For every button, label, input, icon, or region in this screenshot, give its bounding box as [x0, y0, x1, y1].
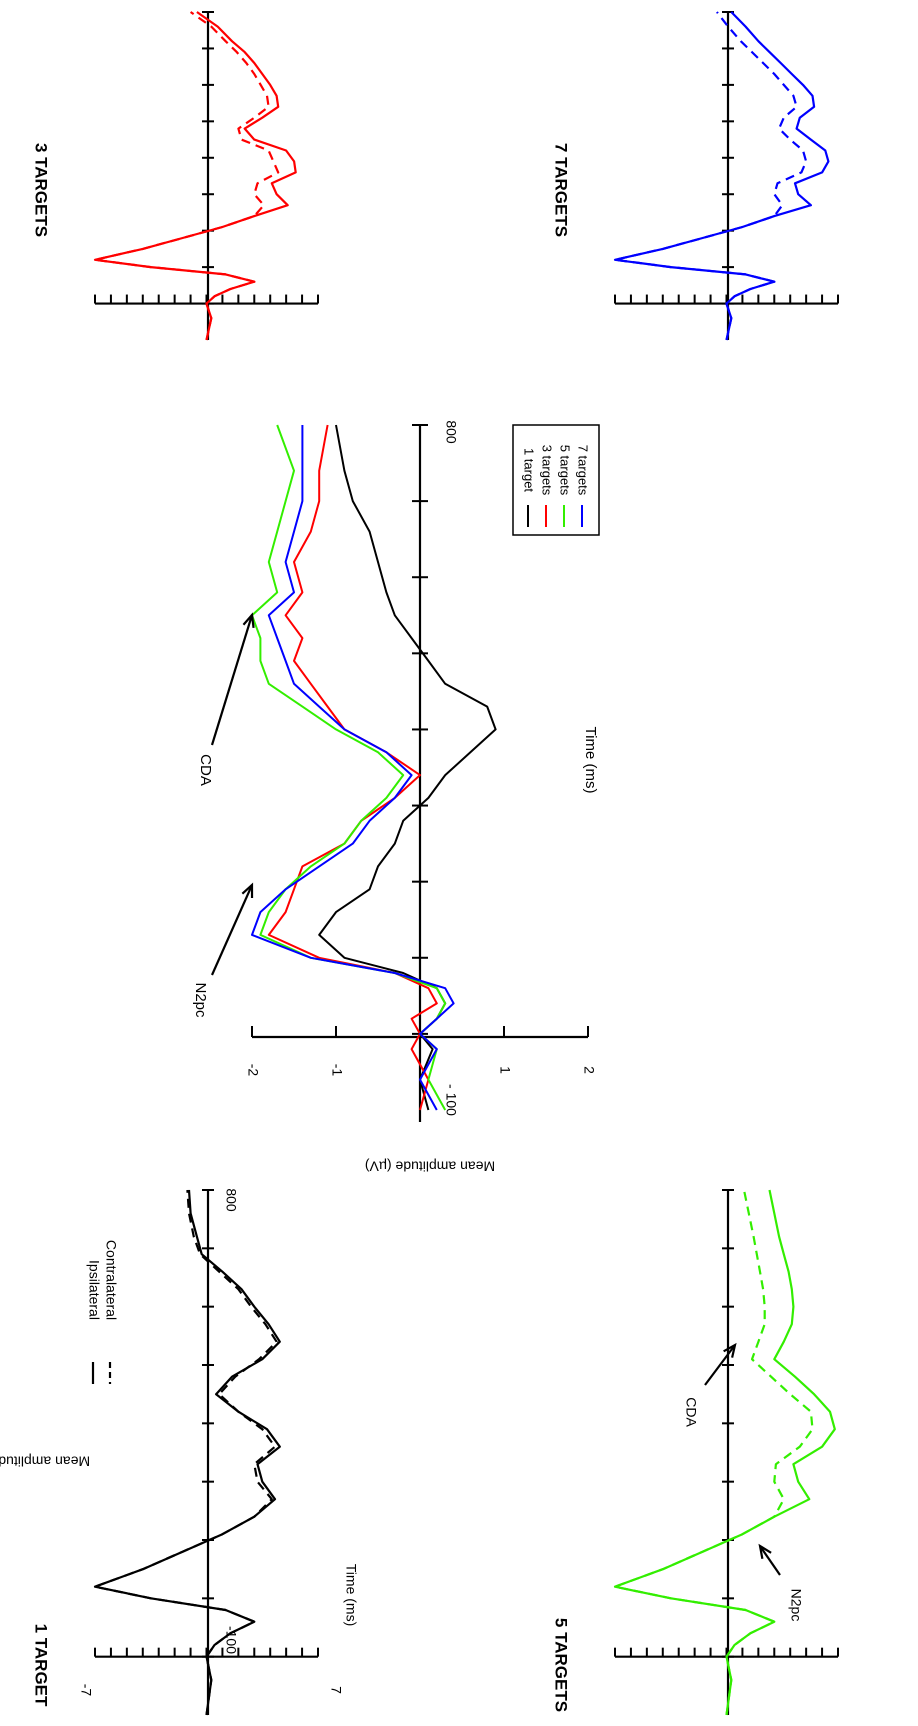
- panel-3-targets: [93, 11, 319, 341]
- xlabel-1-target: Time (ms): [343, 1564, 359, 1626]
- annotation-n2pc: N2pc: [788, 1589, 804, 1622]
- legend-label-contralateral: Contralateral: [103, 1240, 119, 1320]
- legend-ipsi-contra: [91, 1362, 112, 1384]
- main-xtick-label: - 100: [443, 1084, 459, 1116]
- annotation-cda: CDA: [683, 1397, 699, 1427]
- series-line-5-targets: [251, 424, 447, 1111]
- xtick-label: -100: [223, 1626, 239, 1654]
- main-ytick-label: -1: [329, 1064, 345, 1077]
- panel-title: 3 TARGETS: [32, 143, 51, 237]
- annotation-cda: CDA: [197, 754, 214, 786]
- arrow-n2pc: [210, 882, 254, 976]
- series-line-7-targets: [251, 425, 455, 1111]
- panel-main: [251, 424, 589, 1122]
- waveform-contralateral: [613, 11, 808, 341]
- waveform-contralateral: [93, 1189, 278, 1716]
- legend-label: 5 targets: [558, 445, 573, 496]
- ylabel-1-target: Mean amplitude (µV): [0, 1453, 90, 1469]
- panel-5-targets: [613, 1189, 839, 1716]
- panel-7-targets: [613, 11, 839, 341]
- arrow-n2pc-shaft: [210, 884, 254, 976]
- main-legend: [512, 424, 600, 536]
- arrow-n2pc-small: [758, 1543, 781, 1576]
- series-line-3-targets: [267, 424, 438, 1111]
- waveform-contralateral: [613, 1189, 814, 1716]
- waveform-ipsilateral: [93, 1189, 281, 1716]
- arrow-cda-small-shaft: [704, 1344, 736, 1386]
- arrow-n2pc-head: [241, 882, 254, 899]
- main-xtick-label: 800: [443, 420, 459, 444]
- main-ylabel: Mean amplitude (µV): [365, 1158, 495, 1174]
- main-ytick-label: 2: [581, 1066, 597, 1074]
- arrow-cda-small-head: [723, 1342, 737, 1358]
- main-ytick-label: -2: [245, 1064, 261, 1077]
- waveform-ipsilateral: [93, 11, 297, 341]
- waveform-ipsilateral: [613, 11, 830, 341]
- xtick-label: 800: [223, 1188, 239, 1212]
- legend-label-ipsilateral: Ipsilateral: [86, 1260, 102, 1320]
- main-ytick-label: 1: [497, 1066, 513, 1074]
- panel-title: 5 TARGETS: [552, 1618, 571, 1712]
- arrow-n2pc-small-head: [758, 1543, 772, 1559]
- legend-label: 3 targets: [540, 445, 555, 496]
- arrow-cda-shaft: [210, 614, 254, 746]
- arrow-cda: [210, 612, 255, 746]
- legend-label: 1 target: [522, 448, 537, 492]
- panel-title: 1 TARGET: [32, 1624, 51, 1707]
- ytick-label: 7: [328, 1686, 344, 1694]
- arrow-cda-small: [704, 1342, 737, 1386]
- arrow-n2pc-small-shaft: [759, 1545, 781, 1576]
- waveform-contralateral: [93, 11, 280, 341]
- panel-title: 7 TARGETS: [552, 143, 571, 237]
- arrow-cda-head: [242, 612, 255, 629]
- panel-1-target: [93, 1189, 319, 1716]
- ytick-label: -7: [78, 1684, 94, 1697]
- main-xlabel: Time (ms): [582, 727, 599, 794]
- waveform-ipsilateral: [613, 1189, 836, 1716]
- annotation-n2pc: N2pc: [192, 982, 209, 1018]
- legend-label: 7 targets: [576, 445, 591, 496]
